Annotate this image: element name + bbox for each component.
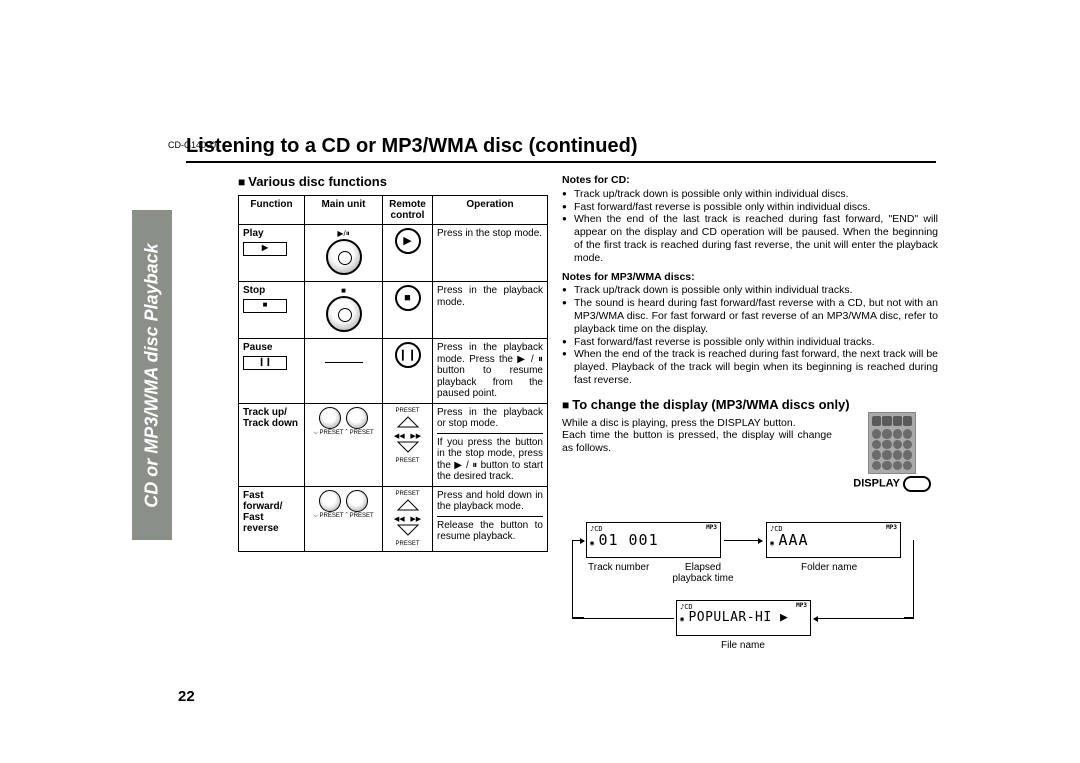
- notes-cd-item: Fast forward/fast reverse is possible on…: [574, 201, 938, 214]
- notes-cd-heading: Notes for CD:: [562, 174, 938, 187]
- display-label: DISPLAY: [853, 477, 900, 489]
- display-button-callout: DISPLAY: [846, 412, 938, 492]
- fn-track: Track up/ Track down: [239, 403, 305, 486]
- lcd-folder-display: ♪CD MP3 ◉ AAA: [766, 522, 901, 558]
- notes-mp3-item: Track up/track down is possible only wit…: [574, 284, 938, 297]
- preset-up-label: PRESET: [387, 491, 428, 497]
- remote-up-icon: [396, 498, 420, 512]
- remote-ff: PRESET ◀◀ ▶▶ PRESET: [383, 486, 433, 551]
- skip-knob-icon: [319, 407, 341, 429]
- display-flow-diagram: ♪CD MP3 ◉ 01 001 ♪CD MP3 ◉ AAA Track num…: [576, 510, 926, 670]
- row-track: Track up/ Track down ⌵ PRESET ⌃ PRESET P…: [239, 403, 548, 486]
- jog-knob-icon: [326, 239, 362, 275]
- op-ff: Press and hold down in the playback mode…: [433, 486, 548, 551]
- flow-line: [572, 540, 584, 618]
- sidebar-label: CD or MP3/WMA disc Playback: [142, 243, 163, 507]
- label-elapsed: Elapsed playback time: [668, 562, 738, 584]
- jog-knob-icon: [326, 296, 362, 332]
- preset-down-label: PRESET: [387, 541, 428, 547]
- preset-up-label: PRESET: [387, 408, 428, 414]
- notes-cd-item: Track up/track down is possible only wit…: [574, 188, 938, 201]
- flow-line: [572, 618, 674, 619]
- col-remote: Remote control: [383, 196, 433, 225]
- notes-mp3-heading: Notes for MP3/WMA discs:: [562, 271, 938, 284]
- fn-ff: Fast forward/ Fast reverse: [239, 486, 305, 551]
- unit-button-stop-icon: ■: [243, 299, 287, 313]
- fn-stop: Stop ■: [239, 282, 305, 339]
- flow-arrow-icon: [572, 540, 584, 541]
- mainunit-ff: ⌵ PRESET ⌃ PRESET: [305, 486, 383, 551]
- row-play: Play ▶ ▶/⏸ ▶ Press in the stop mode.: [239, 225, 548, 282]
- op-pause: Press in the playback mode. Press the ▶ …: [433, 339, 548, 404]
- notes-mp3-list: Track up/track down is possible only wit…: [562, 284, 938, 386]
- op-track: Press in the playback or stop mode. If y…: [433, 403, 548, 486]
- preset-down-label: PRESET: [387, 458, 428, 464]
- lcd-track-display: ♪CD MP3 ◉ 01 001: [586, 522, 721, 558]
- notes-mp3-item: When the end of the track is reached dur…: [574, 348, 938, 386]
- col-main-unit: Main unit: [305, 196, 383, 225]
- table-header-row: Function Main unit Remote control Operat…: [239, 196, 548, 225]
- col-function: Function: [239, 196, 305, 225]
- unit-button-play-icon: ▶: [243, 242, 287, 256]
- display-body-2: Each time the button is pressed, the dis…: [562, 429, 832, 455]
- remote-pause-icon: ❙❙: [395, 342, 421, 368]
- various-functions-heading: ■Various disc functions: [238, 174, 548, 189]
- lcd-file-display: ♪CD MP3 ◉ POPULAR-HI ▶: [676, 600, 811, 636]
- row-ff: Fast forward/ Fast reverse ⌵ PRESET ⌃ PR…: [239, 486, 548, 551]
- mainunit-pause: [305, 339, 383, 404]
- square-bullet-icon: ■: [238, 175, 245, 189]
- mainunit-play: ▶/⏸: [305, 225, 383, 282]
- flow-arrow-icon: [724, 540, 762, 541]
- remote-up-icon: [396, 415, 420, 429]
- label-file-name: File name: [721, 640, 765, 651]
- functions-table: Function Main unit Remote control Operat…: [238, 195, 548, 552]
- preset-label: ⌵ PRESET ⌃ PRESET: [309, 430, 378, 437]
- unit-button-pause-icon: ❙❙: [243, 356, 287, 370]
- remote-pause: ❙❙: [383, 339, 433, 404]
- notes-mp3-item: Fast forward/fast reverse is possible on…: [574, 336, 938, 349]
- remote-play: ▶: [383, 225, 433, 282]
- page-title: Listening to a CD or MP3/WMA disc (conti…: [186, 135, 936, 158]
- square-bullet-icon: ■: [562, 398, 569, 413]
- remote-play-icon: ▶: [395, 228, 421, 254]
- row-pause: Pause ❙❙ ❙❙ Press in the playback mode. …: [239, 339, 548, 404]
- remote-down-icon: [396, 440, 420, 454]
- page-number: 22: [178, 688, 195, 705]
- fn-pause: Pause ❙❙: [239, 339, 305, 404]
- fn-play: Play ▶: [239, 225, 305, 282]
- skip-knob-icon: [319, 490, 341, 512]
- label-folder: Folder name: [801, 562, 857, 573]
- skip-knob-icon: [346, 407, 368, 429]
- page-title-bar: Listening to a CD or MP3/WMA disc (conti…: [186, 135, 936, 163]
- remote-stop: ■: [383, 282, 433, 339]
- op-play: Press in the stop mode.: [433, 225, 548, 282]
- remote-control-icon: [868, 412, 916, 474]
- remote-stop-icon: ■: [395, 285, 421, 311]
- flow-arrow-icon: [814, 618, 914, 619]
- display-change-heading: ■To change the display (MP3/WMA discs on…: [562, 397, 938, 413]
- flow-line: [904, 540, 914, 618]
- row-stop: Stop ■ ■ ■ Press in the playback mode.: [239, 282, 548, 339]
- display-body-1: While a disc is playing, press the DISPL…: [562, 417, 832, 430]
- op-stop: Press in the playback mode.: [433, 282, 548, 339]
- label-track-number: Track number: [588, 562, 649, 573]
- skip-knob-icon: [346, 490, 368, 512]
- notes-cd-item: When the end of the last track is reache…: [574, 213, 938, 264]
- sidebar-tab: CD or MP3/WMA disc Playback: [132, 210, 172, 540]
- right-column: Notes for CD: Track up/track down is pos…: [562, 172, 938, 455]
- notes-mp3-item: The sound is heard during fast forward/f…: [574, 297, 938, 335]
- remote-track: PRESET ◀◀ ▶▶ PRESET: [383, 403, 433, 486]
- display-button-icon: [903, 476, 931, 492]
- mainunit-stop: ■: [305, 282, 383, 339]
- notes-cd-list: Track up/track down is possible only wit…: [562, 188, 938, 265]
- left-column: ■Various disc functions Function Main un…: [238, 170, 548, 552]
- remote-down-icon: [396, 523, 420, 537]
- mainunit-track: ⌵ PRESET ⌃ PRESET: [305, 403, 383, 486]
- preset-label: ⌵ PRESET ⌃ PRESET: [309, 513, 378, 520]
- col-operation: Operation: [433, 196, 548, 225]
